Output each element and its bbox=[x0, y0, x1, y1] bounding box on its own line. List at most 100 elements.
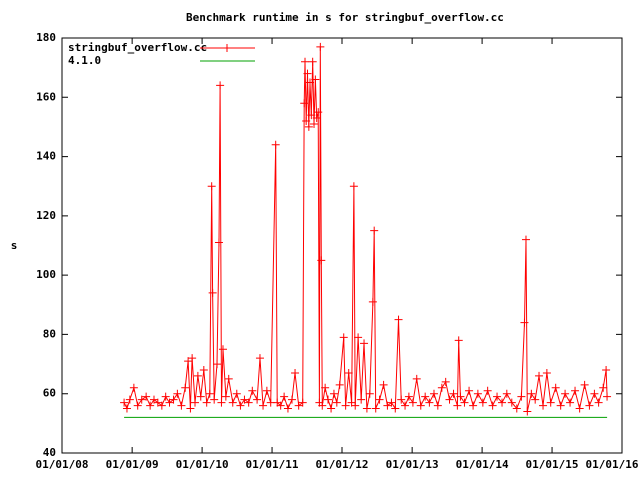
point-marker bbox=[599, 383, 608, 392]
point-marker bbox=[341, 401, 350, 410]
plot-frame bbox=[61, 37, 623, 454]
point-marker bbox=[308, 57, 317, 66]
y-tick-label: 120 bbox=[36, 209, 56, 222]
point-marker bbox=[244, 398, 253, 407]
point-marker bbox=[453, 401, 462, 410]
point-marker bbox=[133, 401, 142, 410]
point-marker bbox=[397, 395, 406, 404]
point-marker bbox=[344, 368, 353, 377]
point-marker bbox=[437, 383, 446, 392]
point-marker bbox=[375, 395, 384, 404]
point-marker bbox=[416, 401, 425, 410]
point-marker bbox=[316, 42, 325, 51]
point-marker bbox=[603, 392, 612, 401]
x-tick-label: 01/01/10 bbox=[176, 458, 229, 471]
point-marker bbox=[208, 288, 217, 297]
point-marker bbox=[218, 345, 227, 354]
point-marker bbox=[276, 401, 285, 410]
point-marker bbox=[449, 389, 458, 398]
point-marker bbox=[478, 398, 487, 407]
point-marker bbox=[248, 386, 257, 395]
point-marker bbox=[283, 404, 292, 413]
point-marker bbox=[210, 395, 219, 404]
point-marker bbox=[280, 392, 289, 401]
point-marker bbox=[502, 389, 511, 398]
legend-label: stringbuf_overflow.cc bbox=[68, 41, 207, 54]
point-marker bbox=[535, 371, 544, 380]
point-marker bbox=[240, 395, 249, 404]
point-marker bbox=[551, 383, 560, 392]
point-marker bbox=[321, 383, 330, 392]
point-marker bbox=[445, 395, 454, 404]
point-marker bbox=[304, 122, 313, 131]
point-marker bbox=[401, 401, 410, 410]
point-marker bbox=[357, 395, 366, 404]
point-marker bbox=[302, 117, 311, 125]
point-marker bbox=[196, 392, 205, 401]
y-tick-label: 160 bbox=[36, 90, 56, 103]
point-marker bbox=[429, 389, 438, 398]
y-tick-label: 140 bbox=[36, 150, 56, 163]
point-marker bbox=[205, 389, 214, 398]
point-marker bbox=[318, 401, 327, 410]
point-marker bbox=[520, 318, 529, 327]
y-tick-label: 60 bbox=[43, 387, 56, 400]
point-marker bbox=[305, 78, 314, 87]
point-marker bbox=[488, 401, 497, 410]
point-marker bbox=[146, 401, 155, 410]
chart-title: Benchmark runtime in s for stringbuf_ove… bbox=[186, 11, 504, 24]
point-marker bbox=[412, 374, 421, 383]
series-line bbox=[123, 46, 608, 412]
point-marker bbox=[594, 398, 603, 407]
legend-label: 4.1.0 bbox=[68, 54, 101, 67]
legend-marker bbox=[223, 44, 231, 52]
point-marker bbox=[354, 333, 363, 342]
point-marker bbox=[202, 398, 211, 407]
point-marker bbox=[181, 383, 190, 392]
point-marker bbox=[523, 407, 532, 416]
point-marker bbox=[253, 395, 262, 404]
point-marker bbox=[314, 108, 323, 117]
x-tick-label: 01/01/15 bbox=[526, 458, 579, 471]
point-marker bbox=[236, 401, 245, 410]
point-marker bbox=[271, 140, 280, 149]
point-marker bbox=[207, 182, 216, 191]
point-marker bbox=[421, 392, 430, 401]
point-marker bbox=[561, 389, 570, 398]
point-marker bbox=[191, 398, 200, 407]
y-tick-label: 40 bbox=[43, 446, 56, 459]
point-marker bbox=[498, 398, 507, 407]
point-marker bbox=[213, 360, 222, 369]
point-marker bbox=[527, 389, 536, 398]
point-marker bbox=[294, 401, 303, 410]
point-marker bbox=[365, 389, 374, 398]
point-marker bbox=[312, 114, 321, 123]
point-marker bbox=[188, 354, 197, 363]
point-marker bbox=[473, 389, 482, 398]
point-marker bbox=[300, 99, 309, 108]
point-marker bbox=[298, 398, 307, 407]
point-marker bbox=[224, 374, 233, 383]
point-marker bbox=[368, 297, 377, 306]
point-marker bbox=[157, 401, 166, 410]
point-marker bbox=[512, 404, 521, 413]
point-marker bbox=[360, 339, 369, 348]
point-marker bbox=[262, 386, 271, 395]
point-marker bbox=[539, 401, 548, 410]
point-marker bbox=[153, 398, 162, 407]
point-marker bbox=[199, 366, 208, 374]
point-marker bbox=[454, 336, 463, 345]
point-marker bbox=[349, 182, 358, 191]
point-marker bbox=[173, 389, 182, 398]
point-marker bbox=[317, 256, 326, 265]
point-marker bbox=[580, 380, 589, 389]
point-marker bbox=[307, 111, 316, 120]
point-marker bbox=[602, 366, 611, 374]
point-marker bbox=[125, 395, 134, 404]
point-marker bbox=[370, 226, 379, 235]
y-tick-label: 180 bbox=[36, 31, 56, 44]
x-tick-label: 01/01/11 bbox=[246, 458, 299, 471]
point-marker bbox=[165, 398, 174, 407]
point-marker bbox=[216, 81, 225, 90]
